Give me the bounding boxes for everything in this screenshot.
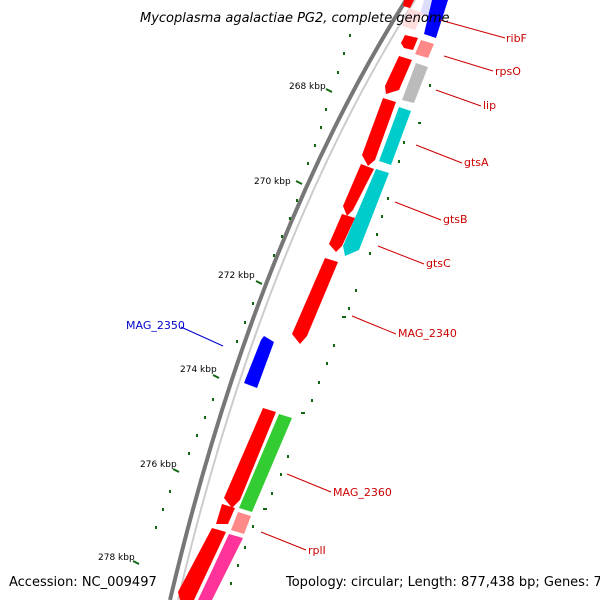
topology-text: Topology: circular; Length: 877,438 bp; … bbox=[285, 575, 600, 590]
gene-MAG_2350[interactable] bbox=[244, 336, 274, 388]
label-gtsB: gtsB bbox=[443, 213, 468, 226]
gene-ribF-forward[interactable] bbox=[403, 0, 414, 8]
leader-MAG_2360 bbox=[286, 473, 332, 493]
accession-text: Accession: NC_009497 bbox=[9, 575, 157, 590]
gene-gtsB-track[interactable] bbox=[343, 169, 389, 256]
gene-MAG_2360-track[interactable] bbox=[239, 414, 292, 512]
leader-rpsO bbox=[443, 55, 494, 72]
tick-dots-inner bbox=[230, 84, 431, 585]
gene-MAG_2360-red[interactable] bbox=[224, 408, 276, 508]
leader-ribF bbox=[439, 19, 506, 39]
leader-gtsB bbox=[394, 201, 442, 221]
genome-backbone-inner bbox=[177, 0, 416, 600]
gene-lip[interactable] bbox=[385, 56, 412, 94]
leader-lip bbox=[435, 89, 482, 107]
tick-dots-outer bbox=[155, 34, 351, 529]
label-ribF: ribF bbox=[506, 32, 527, 45]
tick-label-278: 278 kbp bbox=[98, 553, 135, 563]
gene-ribF-blue[interactable] bbox=[424, 0, 448, 38]
leader-gtsA bbox=[415, 144, 463, 164]
gene-gtsC[interactable] bbox=[329, 214, 355, 252]
map-title: Mycoplasma agalactiae PG2, complete geno… bbox=[140, 11, 450, 26]
gene-gtsB[interactable] bbox=[343, 164, 374, 216]
label-MAG_2340: MAG_2340 bbox=[398, 327, 457, 340]
label-MAG_2360: MAG_2360 bbox=[333, 486, 392, 499]
label-rpsO: rpsO bbox=[495, 65, 521, 78]
leader-rplI bbox=[260, 531, 307, 551]
tick-marks-major bbox=[132, 88, 333, 565]
gene-rplI-red[interactable] bbox=[216, 504, 235, 524]
gene-rpsO-track[interactable] bbox=[415, 40, 434, 58]
label-MAG_2350: MAG_2350 bbox=[126, 319, 185, 332]
gene-MAG_2340[interactable] bbox=[292, 258, 338, 344]
gene-lip-track[interactable] bbox=[402, 63, 428, 103]
gene-features bbox=[178, 0, 448, 600]
tick-label-274: 274 kbp bbox=[180, 365, 217, 375]
gene-bottom-red[interactable] bbox=[178, 528, 226, 600]
tick-label-270: 270 kbp bbox=[254, 177, 291, 187]
leader-MAG_2340 bbox=[351, 315, 397, 335]
tick-label-272: 272 kbp bbox=[218, 271, 255, 281]
label-lip: lip bbox=[483, 99, 496, 112]
leader-MAG_2350 bbox=[180, 326, 224, 347]
tick-label-276: 276 kbp bbox=[140, 460, 177, 470]
gene-gtsA[interactable] bbox=[362, 98, 396, 166]
gene-top-shade[interactable] bbox=[402, 8, 423, 30]
gene-rplI-track[interactable] bbox=[231, 512, 251, 534]
label-gtsA: gtsA bbox=[464, 156, 489, 169]
label-leaders bbox=[180, 19, 506, 551]
gene-rpsO[interactable] bbox=[401, 35, 418, 50]
tick-label-268: 268 kbp bbox=[289, 82, 326, 92]
label-rplI: rplI bbox=[308, 544, 326, 557]
genome-backbone bbox=[168, 0, 408, 600]
leader-gtsC bbox=[377, 245, 425, 265]
gene-gtsA-track[interactable] bbox=[379, 107, 411, 165]
gene-bottom-pink[interactable] bbox=[198, 534, 243, 600]
label-gtsC: gtsC bbox=[426, 257, 451, 270]
